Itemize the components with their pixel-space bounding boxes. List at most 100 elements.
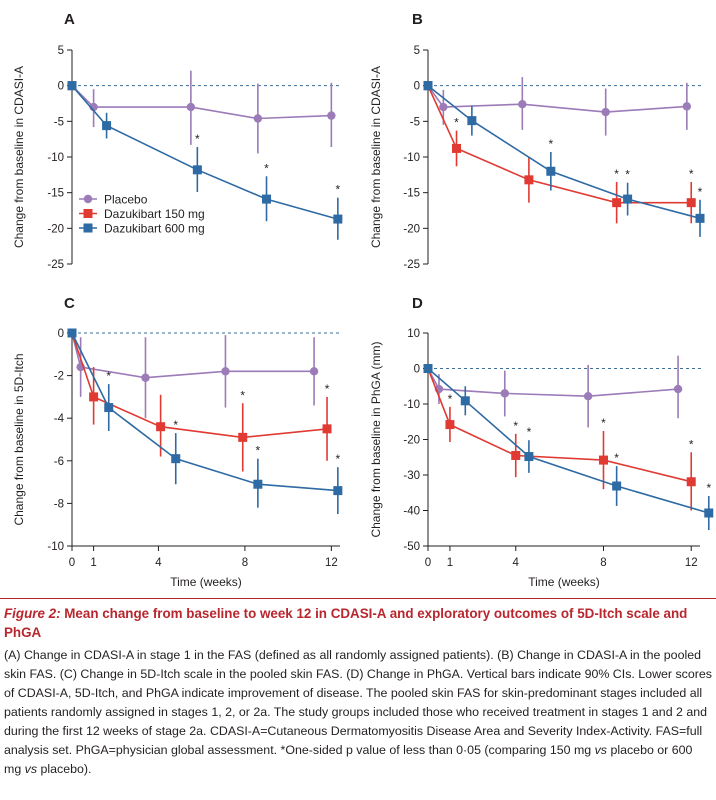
x-tick-label: 4	[155, 557, 162, 569]
series-d150: * * * *	[423, 364, 696, 511]
data-point	[511, 450, 521, 460]
x-tick-label: 8	[242, 557, 248, 569]
y-tick-label: -5	[54, 116, 64, 128]
significance-asterisk: *	[689, 437, 694, 451]
significance-asterisk: *	[614, 451, 619, 465]
y-tick-label: 0	[58, 328, 64, 340]
y-tick-label: -20	[47, 223, 64, 235]
series-d150: * * *	[423, 81, 696, 224]
panel-letter: C	[64, 295, 75, 312]
data-point	[104, 403, 114, 413]
y-tick-label: 5	[414, 45, 420, 57]
series-d150: * *	[67, 328, 332, 472]
significance-asterisk: *	[256, 444, 261, 458]
y-tick-label: -10	[403, 152, 420, 164]
series-d600: * * *	[423, 81, 705, 237]
significance-asterisk: *	[614, 167, 619, 181]
data-point	[686, 477, 696, 487]
x-axis-label: Time (weeks)	[528, 575, 600, 589]
legend-label: Dazukibart 150 mg	[104, 207, 205, 221]
x-tick-label: 1	[90, 557, 96, 569]
data-point	[500, 389, 509, 398]
data-point	[262, 194, 272, 204]
series-line	[427, 368, 692, 483]
significance-asterisk: *	[106, 369, 111, 383]
y-tick-label: -25	[47, 259, 64, 271]
significance-asterisk: *	[336, 452, 341, 466]
y-tick-label: 0	[414, 364, 420, 376]
significance-asterisk: *	[698, 185, 703, 199]
y-axis-label: Change from baseline in 5D-Itch	[12, 353, 26, 525]
data-point	[460, 396, 470, 406]
data-point	[439, 102, 448, 112]
series-line	[71, 85, 332, 120]
x-axis-label: Time (weeks)	[170, 575, 242, 589]
y-tick-label: -8	[54, 498, 64, 510]
series-d600: * * *	[67, 81, 343, 240]
caption-title: Figure 2: Mean change from baseline to w…	[4, 604, 704, 642]
baseline-marker	[423, 364, 433, 373]
y-tick-label: -2	[54, 371, 64, 383]
y-tick-label: -50	[403, 541, 420, 553]
caption-body-end: placebo).	[37, 762, 92, 776]
data-point	[322, 424, 332, 434]
y-axis-label: Change from baseline in CDASI-A	[369, 66, 383, 248]
y-tick-label: -40	[403, 506, 420, 518]
significance-asterisk: *	[240, 388, 245, 402]
panel-letter: A	[64, 11, 75, 28]
significance-asterisk: *	[173, 418, 178, 432]
data-point	[623, 194, 633, 204]
y-tick-label: -15	[403, 188, 420, 200]
caption-divider	[0, 598, 716, 599]
baseline-marker	[67, 328, 77, 338]
data-point	[467, 116, 477, 126]
panel-b: B 5 0 -5 -10 -15 -20 -25 Change from baseline in…	[369, 11, 705, 271]
significance-asterisk: *	[325, 382, 330, 396]
x-tick-label: 12	[685, 557, 698, 569]
data-point	[546, 166, 556, 176]
significance-asterisk: *	[264, 161, 269, 175]
data-point	[452, 143, 462, 153]
data-point	[156, 422, 166, 432]
data-point	[221, 367, 230, 376]
baseline-marker	[423, 81, 433, 91]
x-tick-label: 12	[325, 557, 338, 569]
data-point	[309, 367, 319, 376]
caption-body-text: (A) Change in CDASI-A in stage 1 in the …	[4, 648, 712, 757]
panel-letter: B	[412, 11, 423, 28]
data-point	[89, 392, 99, 402]
panel-a: A 5 0 -5 -10 -15 -20 -25 Change from baseline in…	[12, 11, 343, 271]
legend-label: Dazukibart 600 mg	[104, 222, 205, 236]
significance-asterisk: *	[527, 425, 532, 439]
figure: A 5 0 -5 -10 -15 -20 -25 Change from baseline in…	[12, 11, 714, 589]
caption-vs-1: vs	[594, 743, 607, 757]
data-point	[583, 391, 593, 401]
significance-asterisk: *	[454, 116, 459, 130]
data-point	[327, 111, 336, 120]
significance-asterisk: *	[706, 481, 711, 495]
x-tick-label: 1	[447, 557, 453, 569]
data-point	[333, 486, 343, 496]
data-point	[612, 481, 622, 491]
panel-letter: D	[412, 295, 423, 312]
legend-label: Placebo	[104, 193, 148, 207]
significance-asterisk: *	[195, 132, 200, 146]
significance-asterisk: *	[625, 168, 630, 182]
data-point	[333, 214, 343, 224]
y-tick-label: -20	[403, 435, 420, 447]
data-point	[524, 452, 534, 462]
data-point	[253, 479, 263, 489]
caption-body: (A) Change in CDASI-A in stage 1 in the …	[4, 646, 712, 779]
y-tick-label: -10	[47, 152, 64, 164]
data-point	[186, 102, 196, 112]
data-point	[612, 198, 622, 208]
data-point	[141, 373, 150, 382]
y-tick-label: -6	[54, 456, 64, 468]
series-line	[427, 85, 692, 204]
series-d600: ****	[67, 328, 343, 515]
x-tick-label: 0	[69, 557, 75, 569]
data-point	[524, 175, 534, 185]
data-point	[102, 121, 112, 131]
